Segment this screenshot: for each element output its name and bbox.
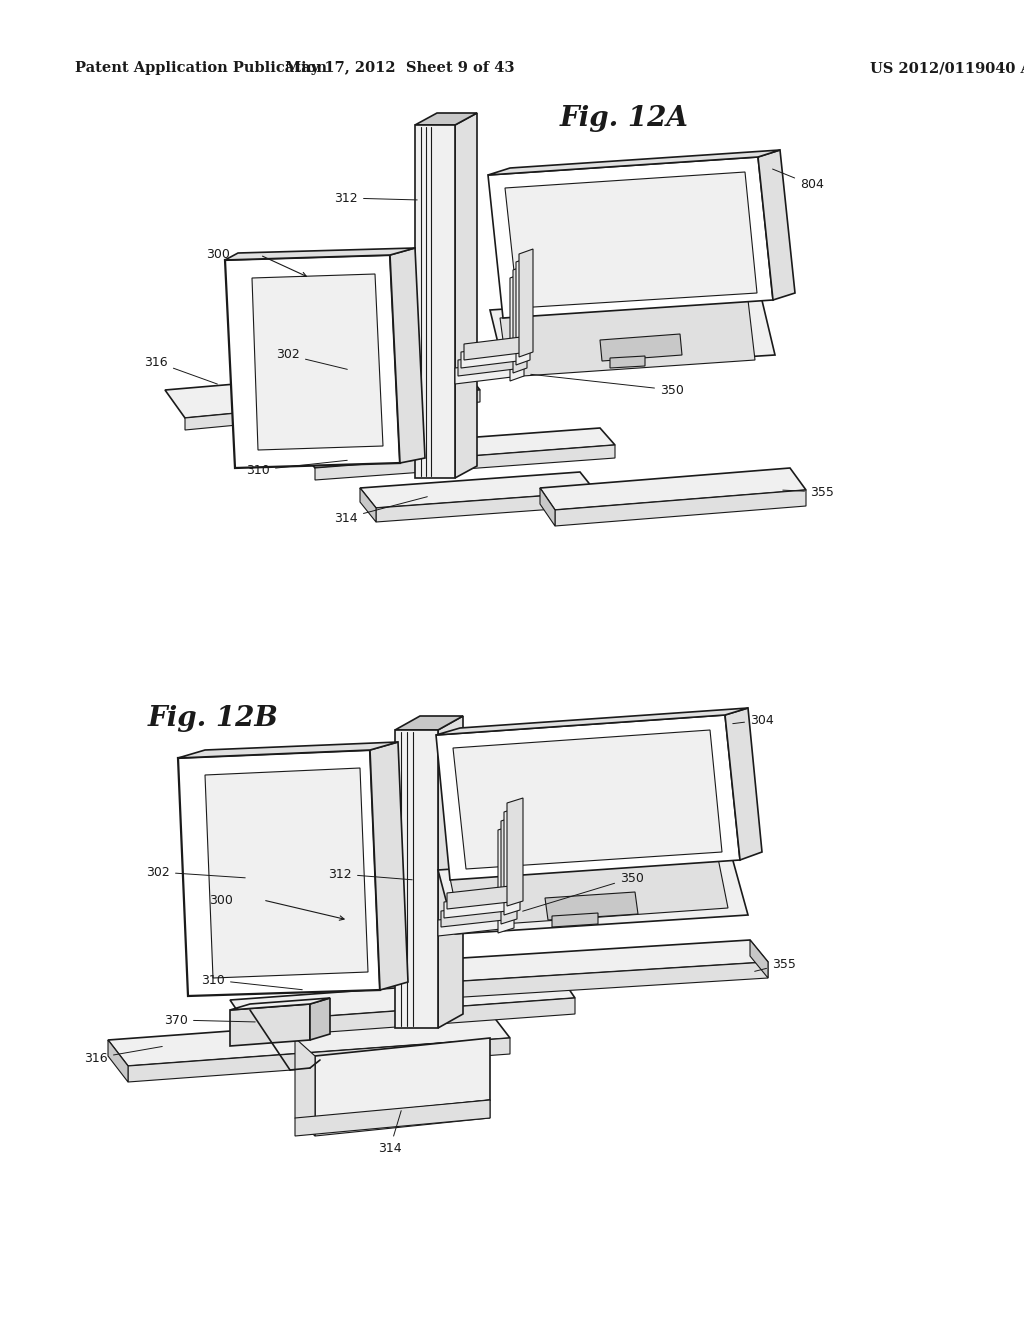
Polygon shape <box>178 750 380 997</box>
Polygon shape <box>545 892 638 920</box>
Polygon shape <box>449 962 768 998</box>
Polygon shape <box>295 1038 315 1137</box>
Polygon shape <box>395 715 463 730</box>
Text: 302: 302 <box>146 866 245 879</box>
Polygon shape <box>490 292 775 372</box>
Polygon shape <box>540 469 806 510</box>
Polygon shape <box>758 150 795 300</box>
Polygon shape <box>464 337 529 360</box>
Polygon shape <box>436 715 740 880</box>
Polygon shape <box>230 1005 310 1045</box>
Polygon shape <box>438 850 748 935</box>
Polygon shape <box>315 445 615 480</box>
Polygon shape <box>430 960 449 998</box>
Polygon shape <box>513 265 527 374</box>
Polygon shape <box>519 249 534 356</box>
Polygon shape <box>295 1100 490 1137</box>
Polygon shape <box>552 913 598 927</box>
Polygon shape <box>415 125 455 478</box>
Text: US 2012/0119040 A1: US 2012/0119040 A1 <box>870 61 1024 75</box>
Text: 304: 304 <box>733 714 774 726</box>
Polygon shape <box>360 473 596 508</box>
Polygon shape <box>600 334 682 360</box>
Polygon shape <box>225 255 400 469</box>
Polygon shape <box>360 488 376 521</box>
Polygon shape <box>310 998 330 1040</box>
Polygon shape <box>436 708 748 735</box>
Text: 310: 310 <box>246 461 347 477</box>
Text: 316: 316 <box>144 355 217 384</box>
Polygon shape <box>504 807 520 915</box>
Polygon shape <box>165 366 480 418</box>
Text: 355: 355 <box>755 957 796 972</box>
Polygon shape <box>245 998 575 1038</box>
Text: Patent Application Publication: Patent Application Publication <box>75 61 327 75</box>
Polygon shape <box>108 1040 128 1082</box>
Polygon shape <box>108 1012 510 1067</box>
Polygon shape <box>252 275 383 450</box>
Polygon shape <box>725 708 762 861</box>
Text: May 17, 2012  Sheet 9 of 43: May 17, 2012 Sheet 9 of 43 <box>286 61 515 75</box>
Polygon shape <box>450 858 728 927</box>
Text: 300: 300 <box>206 248 230 261</box>
Polygon shape <box>128 1038 510 1082</box>
Polygon shape <box>500 300 755 378</box>
Polygon shape <box>488 157 773 318</box>
Polygon shape <box>444 894 516 917</box>
Polygon shape <box>230 998 330 1010</box>
Polygon shape <box>540 488 555 525</box>
Polygon shape <box>185 389 480 430</box>
Polygon shape <box>555 490 806 525</box>
Polygon shape <box>370 742 408 990</box>
Text: 350: 350 <box>522 871 644 911</box>
Polygon shape <box>453 730 722 869</box>
Text: 302: 302 <box>276 348 347 370</box>
Text: 312: 312 <box>335 191 417 205</box>
Polygon shape <box>455 114 477 478</box>
Text: 312: 312 <box>329 867 413 880</box>
Text: 804: 804 <box>772 169 824 191</box>
Polygon shape <box>315 1038 490 1118</box>
Polygon shape <box>415 114 477 125</box>
Polygon shape <box>395 730 438 1028</box>
Polygon shape <box>461 345 526 368</box>
Polygon shape <box>315 1100 490 1137</box>
Polygon shape <box>438 715 463 1028</box>
Text: 316: 316 <box>84 1047 162 1064</box>
Polygon shape <box>178 742 398 758</box>
Polygon shape <box>230 975 575 1022</box>
Text: 314: 314 <box>335 496 427 524</box>
Polygon shape <box>488 150 780 176</box>
Text: Fig. 12A: Fig. 12A <box>560 104 689 132</box>
Text: 314: 314 <box>378 1110 401 1155</box>
Polygon shape <box>516 257 530 366</box>
Polygon shape <box>507 799 523 906</box>
Polygon shape <box>510 273 524 381</box>
Polygon shape <box>441 903 513 927</box>
Text: 350: 350 <box>530 375 684 396</box>
Polygon shape <box>205 768 368 978</box>
Polygon shape <box>610 356 645 368</box>
Polygon shape <box>376 492 596 521</box>
Polygon shape <box>455 360 520 384</box>
Text: Fig. 12B: Fig. 12B <box>148 705 279 731</box>
Text: 300: 300 <box>209 894 233 907</box>
Polygon shape <box>501 816 517 924</box>
Polygon shape <box>300 428 615 469</box>
Polygon shape <box>430 940 768 982</box>
Polygon shape <box>750 940 768 978</box>
Text: 310: 310 <box>202 974 302 990</box>
Text: 370: 370 <box>164 1014 255 1027</box>
Polygon shape <box>438 912 510 936</box>
Text: 355: 355 <box>782 486 834 499</box>
Polygon shape <box>498 825 514 933</box>
Polygon shape <box>390 248 425 463</box>
Polygon shape <box>447 884 519 909</box>
Polygon shape <box>225 248 415 260</box>
Polygon shape <box>505 172 757 308</box>
Polygon shape <box>458 352 523 376</box>
